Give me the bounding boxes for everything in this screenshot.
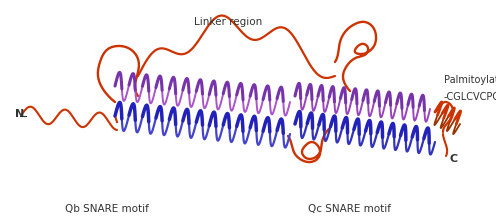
Text: Qc SNARE motif: Qc SNARE motif <box>308 204 391 214</box>
Text: C: C <box>450 154 458 164</box>
Text: Qb SNARE motif: Qb SNARE motif <box>64 204 149 214</box>
Text: Palmitoylation site: Palmitoylation site <box>444 75 496 84</box>
Text: -CGLCVCPC-: -CGLCVCPC- <box>444 93 496 102</box>
Text: N: N <box>15 109 24 119</box>
Text: Linker region: Linker region <box>194 17 262 27</box>
